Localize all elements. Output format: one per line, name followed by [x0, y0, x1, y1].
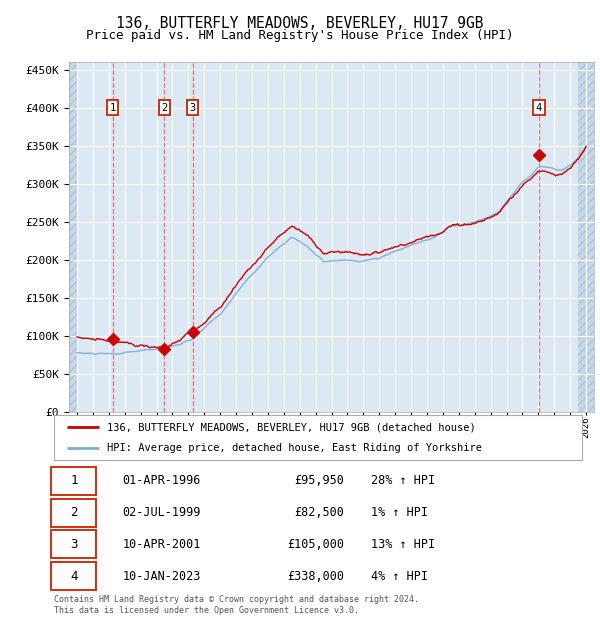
Text: HPI: Average price, detached house, East Riding of Yorkshire: HPI: Average price, detached house, East… [107, 443, 482, 453]
Text: £105,000: £105,000 [287, 538, 344, 551]
Text: 2: 2 [70, 506, 77, 519]
Text: Price paid vs. HM Land Registry's House Price Index (HPI): Price paid vs. HM Land Registry's House … [86, 29, 514, 42]
Text: 136, BUTTERFLY MEADOWS, BEVERLEY, HU17 9GB: 136, BUTTERFLY MEADOWS, BEVERLEY, HU17 9… [116, 16, 484, 30]
Text: 1: 1 [110, 102, 116, 113]
Text: This data is licensed under the Open Government Licence v3.0.: This data is licensed under the Open Gov… [54, 606, 359, 616]
Text: 4: 4 [70, 570, 77, 583]
Text: 02-JUL-1999: 02-JUL-1999 [122, 506, 201, 519]
FancyBboxPatch shape [52, 562, 96, 590]
Bar [69, 62, 77, 412]
FancyBboxPatch shape [52, 498, 96, 526]
Bar [578, 62, 594, 412]
FancyBboxPatch shape [52, 531, 96, 559]
Text: 4: 4 [536, 102, 542, 113]
FancyBboxPatch shape [54, 415, 582, 460]
Text: 1% ↑ HPI: 1% ↑ HPI [371, 506, 428, 519]
Text: £338,000: £338,000 [287, 570, 344, 583]
Text: 28% ↑ HPI: 28% ↑ HPI [371, 474, 435, 487]
Text: 3: 3 [70, 538, 77, 551]
Text: 10-APR-2001: 10-APR-2001 [122, 538, 201, 551]
Text: 1: 1 [70, 474, 77, 487]
Text: 136, BUTTERFLY MEADOWS, BEVERLEY, HU17 9GB (detached house): 136, BUTTERFLY MEADOWS, BEVERLEY, HU17 9… [107, 422, 476, 433]
Text: 4% ↑ HPI: 4% ↑ HPI [371, 570, 428, 583]
Text: 13% ↑ HPI: 13% ↑ HPI [371, 538, 435, 551]
Text: 01-APR-1996: 01-APR-1996 [122, 474, 201, 487]
Text: £82,500: £82,500 [295, 506, 344, 519]
Text: £95,950: £95,950 [295, 474, 344, 487]
FancyBboxPatch shape [52, 467, 96, 495]
Text: 3: 3 [190, 102, 196, 113]
Text: 10-JAN-2023: 10-JAN-2023 [122, 570, 201, 583]
Text: 2: 2 [161, 102, 167, 113]
Text: Contains HM Land Registry data © Crown copyright and database right 2024.: Contains HM Land Registry data © Crown c… [54, 595, 419, 604]
